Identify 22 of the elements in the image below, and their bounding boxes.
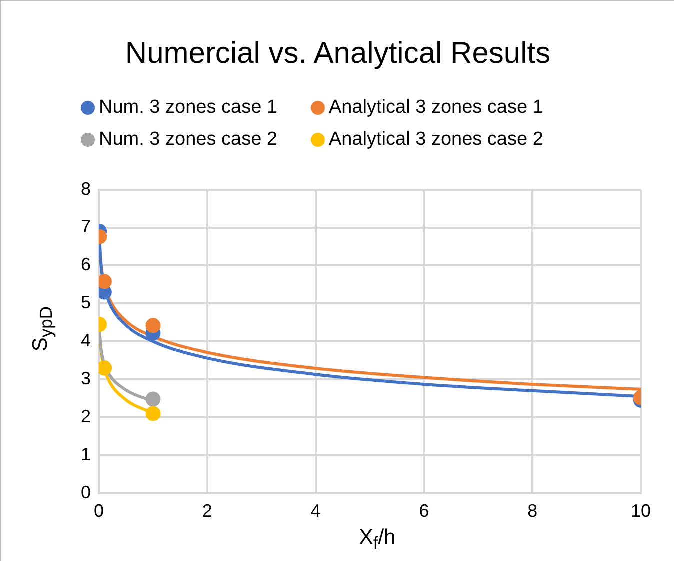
x-tick-label: 2 — [202, 501, 212, 522]
x-tick-label: 10 — [630, 501, 652, 522]
y-tick-label: 6 — [80, 254, 92, 275]
legend-label: Num. 3 zones case 2 — [99, 129, 278, 151]
y-tick-label: 1 — [80, 444, 92, 464]
x-tick-label: 4 — [310, 501, 321, 522]
y-tick-label: 8 — [80, 178, 92, 199]
y-tick-label: 3 — [80, 368, 92, 389]
point — [146, 392, 161, 407]
legend-label: Analytical 3 zones case 2 — [329, 129, 544, 151]
y-tick-label: 5 — [80, 292, 92, 313]
y-tick-label: 2 — [80, 406, 92, 426]
legend-label: Num. 3 zones case 1 — [99, 97, 278, 119]
y-tick-label: 7 — [80, 216, 92, 237]
x-tick-label: 8 — [528, 501, 538, 522]
x-axis-title: X$_{f}$/h — [358, 526, 397, 554]
legend-label: Analytical 3 zones case 1 — [329, 97, 544, 119]
y-tick-label: 4 — [80, 330, 92, 351]
y-tick-label: 0 — [80, 482, 92, 502]
chart-title: Numercial vs. Analytical Results — [124, 37, 552, 71]
x-tick-label: 0 — [94, 501, 104, 522]
x-tick-label: 6 — [419, 501, 430, 522]
